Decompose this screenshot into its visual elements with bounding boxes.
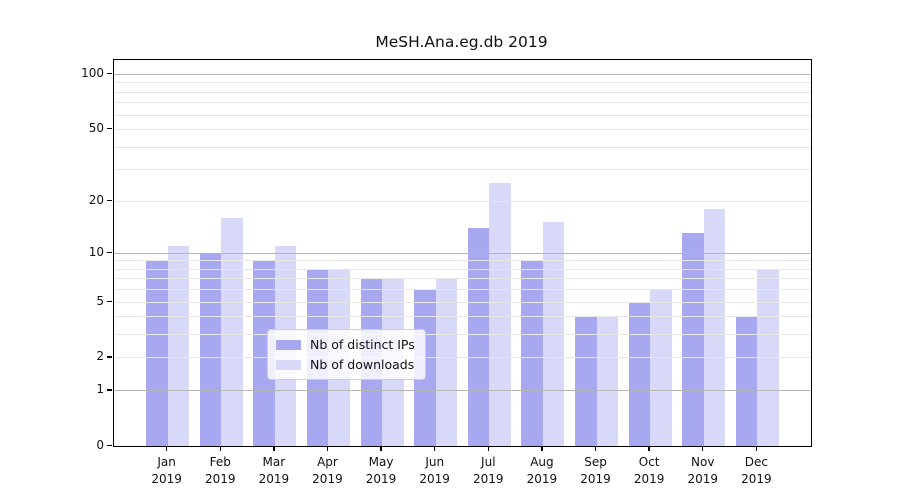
x-tick-label-year: 2019 [741,471,772,486]
y-tick-label-100: 100 [81,65,104,80]
bar-ips-jan [146,260,168,446]
x-tick-mark-apr [326,446,329,452]
y-tick-mark-10 [107,251,112,254]
x-tick-label-nov: Nov 2019 [673,454,733,487]
plot-area [113,59,812,447]
bar-ips-feb [199,252,222,446]
bar-downloads-aug [542,222,565,446]
x-tick-mark-oct [648,446,650,452]
gridline-50 [114,128,811,130]
gridline-70 [114,102,811,104]
x-tick-label-jan: Jan 2019 [137,454,197,487]
x-tick-label-sep: Sep 2019 [566,454,626,487]
bar-ips-oct [628,301,651,446]
gridline-30 [114,169,811,171]
y-tick-label-10: 10 [88,244,104,259]
y-tick-mark-100 [107,72,112,75]
legend-swatch-downloads [276,359,301,370]
gridline-40 [114,146,811,148]
y-tick-label-50: 50 [88,120,104,135]
y-tick-label-1: 1 [96,382,104,397]
bar-ips-jul [467,227,490,446]
x-tick-mark-jan [165,446,168,452]
x-tick-label-year: 2019 [258,471,290,486]
x-tick-label-dec: Dec 2019 [726,454,786,487]
gridline-80 [114,91,811,93]
x-tick-mark-may [380,446,382,452]
x-tick-label-apr: Apr 2019 [297,454,357,487]
legend-swatch-distinct-ips [276,339,301,350]
bar-downloads-feb [221,217,243,446]
legend-label-downloads: Nb of downloads [310,357,415,372]
x-tick-mark-sep [594,446,597,452]
bar-ips-mar [253,260,275,446]
y-tick-label-2: 2 [96,349,104,364]
x-tick-label-year: 2019 [151,471,182,486]
bar-downloads-sep [596,316,619,446]
gridline-20 [114,200,811,202]
legend: Nb of distinct IPs Nb of downloads [267,329,426,380]
y-tick-mark-2 [107,356,112,358]
bar-downloads-jun [435,278,458,446]
x-tick-label-year: 2019 [580,471,611,486]
y-tick-mark-50 [107,127,112,130]
bar-downloads-jan [167,245,190,446]
x-tick-mark-dec [755,446,758,452]
x-tick-label-year: 2019 [633,471,665,486]
x-tick-label-year: 2019 [419,471,450,486]
gridline-60 [114,114,811,116]
x-tick-mark-feb [219,446,221,452]
bar-ips-aug [521,260,543,446]
x-tick-label-may: May 2019 [351,454,411,487]
x-tick-label-year: 2019 [365,471,397,486]
x-tick-label-oct: Oct 2019 [619,454,679,487]
x-tick-label-mar: Mar 2019 [244,454,304,487]
x-tick-mark-jul [487,446,489,452]
x-tick-mark-mar [273,446,275,452]
x-tick-label-jun: Jun 2019 [405,454,465,487]
y-tick-mark-1 [107,389,112,391]
y-tick-label-0: 0 [96,438,104,452]
gridline-90 [114,82,811,84]
chart-title: MeSH.Ana.eg.db 2019 [375,33,548,51]
x-tick-label-year: 2019 [473,471,504,486]
x-tick-mark-jun [433,446,436,452]
x-tick-mark-aug [541,446,543,452]
y-tick-mark-5 [107,300,112,302]
bar-downloads-oct [650,289,672,446]
x-tick-label-year: 2019 [526,471,558,486]
y-tick-label-5: 5 [96,293,104,308]
bar-downloads-dec [757,268,779,446]
gridline-100 [114,73,811,75]
y-tick-label-20: 20 [88,192,104,207]
y-tick-mark-0 [107,445,112,447]
x-tick-label-year: 2019 [204,471,236,486]
y-tick-mark-20 [107,199,112,201]
x-tick-label-year: 2019 [687,471,719,486]
x-tick-label-year: 2019 [312,471,343,486]
x-tick-label-aug: Aug 2019 [512,454,572,487]
x-tick-mark-nov [702,446,704,452]
bar-ips-dec [735,316,758,446]
legend-label-distinct-ips: Nb of distinct IPs [310,337,415,352]
legend-row-downloads: Nb of downloads [276,357,415,372]
x-tick-label-jul: Jul 2019 [458,454,518,487]
x-tick-label-feb: Feb 2019 [190,454,250,487]
bar-downloads-jul [489,183,511,446]
bar-ips-nov [682,233,704,446]
bar-ips-sep [575,316,597,446]
legend-row-distinct-ips: Nb of distinct IPs [276,337,415,352]
bar-downloads-nov [703,208,726,446]
